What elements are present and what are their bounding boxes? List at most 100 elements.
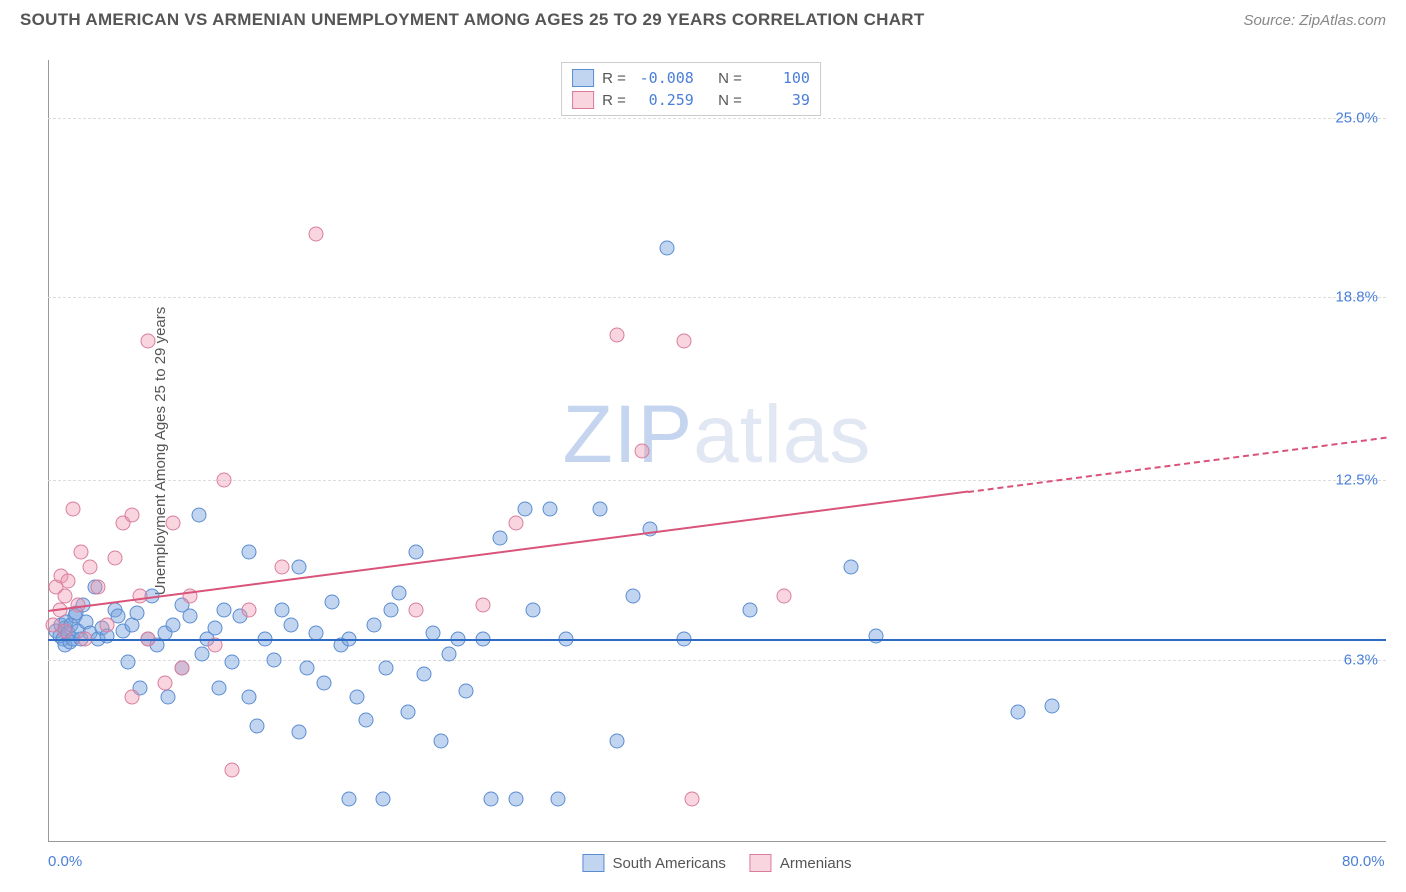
scatter-point [57,623,72,638]
y-tick-label: 18.8% [1335,289,1378,306]
scatter-point [383,603,398,618]
y-tick-label: 6.3% [1344,651,1378,668]
scatter-point [408,545,423,560]
scatter-point [634,444,649,459]
gridline-h [48,297,1386,298]
y-tick-label: 12.5% [1335,471,1378,488]
gridline-h [48,660,1386,661]
scatter-point [300,661,315,676]
scatter-point [434,733,449,748]
stats-legend-row: R = 0.259 N = 39 [572,89,810,111]
watermark: ZIPatlas [563,388,872,482]
scatter-point [129,606,144,621]
scatter-point [183,609,198,624]
scatter-point [241,690,256,705]
scatter-point [392,585,407,600]
chart-container: Unemployment Among Ages 25 to 29 years Z… [48,60,1386,842]
scatter-point [291,724,306,739]
source-label: Source: ZipAtlas.com [1243,12,1386,29]
scatter-point [551,791,566,806]
scatter-point [378,661,393,676]
scatter-point [191,507,206,522]
plot-area: ZIPatlas R =-0.008 N =100R =0.259 N =39 … [48,60,1386,842]
y-axis-line [48,60,49,842]
scatter-point [61,574,76,589]
scatter-point [121,655,136,670]
scatter-point [350,690,365,705]
scatter-point [609,733,624,748]
chart-title: SOUTH AMERICAN VS ARMENIAN UNEMPLOYMENT … [20,10,925,30]
scatter-point [291,559,306,574]
scatter-point [308,226,323,241]
stat-n-label: N = [718,70,742,87]
y-tick-label: 25.0% [1335,109,1378,126]
scatter-point [609,328,624,343]
scatter-point [224,655,239,670]
scatter-point [492,530,507,545]
trend-line [968,437,1386,493]
scatter-point [542,501,557,516]
stat-n-label: N = [718,92,742,109]
scatter-point [342,791,357,806]
scatter-point [194,646,209,661]
legend-item: Armenians [750,854,852,872]
scatter-point [417,667,432,682]
scatter-point [283,617,298,632]
scatter-point [275,603,290,618]
stat-n-value: 100 [750,69,810,87]
gridline-h [48,118,1386,119]
gridline-h [48,480,1386,481]
scatter-point [526,603,541,618]
scatter-point [107,551,122,566]
scatter-point [375,791,390,806]
stat-r-value: 0.259 [634,91,694,109]
scatter-point [241,603,256,618]
scatter-point [166,617,181,632]
scatter-point [208,620,223,635]
scatter-point [776,588,791,603]
scatter-point [367,617,382,632]
scatter-point [592,501,607,516]
legend-swatch [572,69,594,87]
scatter-point [74,545,89,560]
stats-legend-row: R =-0.008 N =100 [572,67,810,89]
legend-swatch [750,854,772,872]
scatter-point [57,588,72,603]
scatter-point [509,791,524,806]
stat-n-value: 39 [750,91,810,109]
scatter-point [132,588,147,603]
scatter-point [316,675,331,690]
legend-item: South Americans [582,854,725,872]
scatter-point [400,704,415,719]
scatter-point [266,652,281,667]
scatter-point [1044,698,1059,713]
scatter-point [442,646,457,661]
scatter-point [684,791,699,806]
scatter-point [91,580,106,595]
scatter-point [158,675,173,690]
scatter-point [216,603,231,618]
scatter-point [484,791,499,806]
x-axis-line [48,841,1386,842]
trend-line [48,491,968,612]
scatter-point [66,501,81,516]
scatter-point [517,501,532,516]
scatter-point [174,661,189,676]
scatter-point [141,333,156,348]
stat-r-value: -0.008 [634,69,694,87]
scatter-point [82,559,97,574]
x-tick-label: 80.0% [1342,853,1385,870]
legend-swatch [572,91,594,109]
stat-r-label: R = [602,92,626,109]
scatter-point [659,241,674,256]
scatter-point [275,559,290,574]
scatter-point [99,617,114,632]
scatter-point [211,681,226,696]
scatter-point [124,690,139,705]
scatter-point [509,516,524,531]
scatter-point [676,333,691,348]
scatter-point [161,690,176,705]
scatter-point [1011,704,1026,719]
scatter-point [868,629,883,644]
scatter-point [358,713,373,728]
